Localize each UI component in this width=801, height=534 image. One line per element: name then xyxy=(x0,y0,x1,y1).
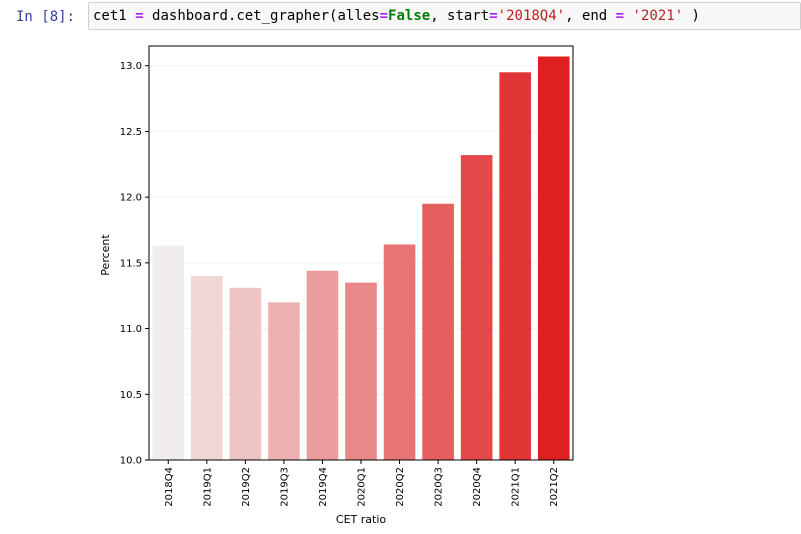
y-tick-label: 11.5 xyxy=(120,258,142,269)
code-keyword-false: False xyxy=(388,8,431,24)
bar-2020Q3 xyxy=(422,203,454,460)
x-tick-label: 2020Q2 xyxy=(395,467,406,507)
bar-2019Q1 xyxy=(191,276,223,460)
x-tick-label: 2019Q4 xyxy=(318,467,329,507)
y-tick-label: 10.5 xyxy=(120,390,142,401)
x-tick-label: 2021Q2 xyxy=(549,467,560,507)
code-string-start: '2018Q4' xyxy=(497,8,566,24)
bar-2020Q1 xyxy=(345,282,377,460)
cell-output: 10.0 10.5 11.0 11.5 12.0 12.5 13.0 2018Q4 2019Q1… xyxy=(0,34,801,534)
x-tick-label: 2020Q3 xyxy=(434,467,445,507)
code-equals-operator: = xyxy=(489,8,498,24)
y-tick-label: 10.0 xyxy=(120,456,142,467)
bar-2021Q1 xyxy=(499,72,531,461)
code-text: ) xyxy=(683,8,700,24)
bar-2019Q3 xyxy=(268,302,300,460)
x-tick-label: 2020Q4 xyxy=(472,467,483,507)
bar-2020Q2 xyxy=(383,244,416,460)
cell-prompt: In [8]: xyxy=(16,9,76,25)
code-input-cell[interactable]: cet1 = dashboard.cet_grapher(alles=False… xyxy=(88,2,801,30)
x-tick-label: 2018Q4 xyxy=(164,467,175,507)
bar-layer xyxy=(152,56,570,461)
code-function-call: dashboard.cet_grapher(alles xyxy=(152,8,380,24)
y-axis-label: Percent xyxy=(99,234,112,276)
bar-2018Q4 xyxy=(152,245,185,460)
y-tick-label: 12.0 xyxy=(120,193,142,204)
code-text: , start xyxy=(430,8,490,24)
cet-bar-chart: 10.0 10.5 11.0 11.5 12.0 12.5 13.0 2018Q4 2019Q1… xyxy=(99,45,574,526)
bar-2019Q4 xyxy=(306,270,339,460)
code-string-end: '2021' xyxy=(632,8,684,24)
x-tick-label: 2020Q1 xyxy=(357,467,368,507)
code-text: , end xyxy=(565,8,616,24)
code-equals-operator: = xyxy=(379,8,389,24)
plot-frame xyxy=(148,45,574,461)
bar-2020Q4 xyxy=(460,155,493,460)
x-tick-label: 2019Q3 xyxy=(279,467,290,507)
x-tick-label: 2019Q1 xyxy=(202,467,213,507)
code-assign-operator: = xyxy=(135,8,144,24)
code-equals-operator: = xyxy=(615,8,625,24)
axis-layer: 10.0 10.5 11.0 11.5 12.0 12.5 13.0 2018Q4 2019Q1… xyxy=(120,45,574,507)
y-tick-label: 13.0 xyxy=(120,61,142,72)
x-tick-label: 2021Q1 xyxy=(511,467,522,507)
bar-2021Q2 xyxy=(537,56,570,461)
x-tick-label: 2019Q2 xyxy=(241,467,252,507)
x-axis-label: CET ratio xyxy=(336,513,386,526)
bar-2019Q2 xyxy=(229,287,262,460)
y-tick-label: 11.0 xyxy=(120,324,142,335)
y-tick-label: 12.5 xyxy=(120,127,142,138)
code-variable: cet1 xyxy=(93,8,127,24)
